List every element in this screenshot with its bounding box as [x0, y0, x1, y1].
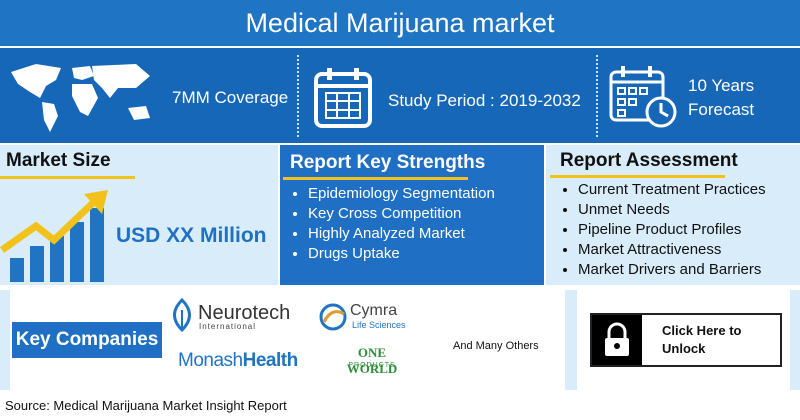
- calendar-icon: [314, 68, 372, 128]
- logo-sub: Health: [242, 350, 299, 371]
- divider: [596, 55, 598, 137]
- growth-icon: [0, 190, 108, 282]
- logo-sub: International: [199, 322, 257, 331]
- logo-name: Neurotech: [198, 302, 291, 324]
- divider: [297, 55, 299, 137]
- market-value: USD XX Million: [116, 224, 267, 247]
- underline: [283, 177, 468, 180]
- assessment-panel: [546, 145, 800, 285]
- highlight-label: Study Period : 2019-2032: [388, 91, 581, 110]
- panel-title: Report Assessment: [560, 150, 738, 171]
- companies-title: Key Companies: [15, 329, 159, 350]
- others: And Many Others: [453, 340, 539, 352]
- stripe: [0, 290, 10, 390]
- neurotech-logo-mark: [173, 298, 191, 332]
- highlight-label: 10 Years Forecast: [688, 76, 755, 119]
- monash-logo: MonashHealth: [178, 350, 298, 372]
- list-item: Highly Analyzed Market: [308, 224, 495, 244]
- cymra-logo-mark: [319, 303, 347, 331]
- list-item: Market Drivers and Barriers: [578, 260, 766, 280]
- title: Medical Marijuana market: [245, 7, 555, 38]
- list-item: Key Cross Competition: [308, 204, 495, 224]
- source: Source: Medical Marijuana Market Insight…: [5, 398, 287, 413]
- lock-box: [592, 315, 642, 365]
- logo-name: Monash: [178, 350, 243, 371]
- list-item: Epidemiology Segmentation: [308, 184, 495, 204]
- assessment-list: Current Treatment Practices Unmet Needs …: [558, 180, 766, 280]
- panel-title: Report Key Strengths: [290, 152, 486, 173]
- list-item: Unmet Needs: [578, 200, 766, 220]
- calendar-clock-icon: [609, 66, 677, 128]
- key-companies: Key Companies: [12, 322, 162, 358]
- title-bar: Medical Marijuana market: [0, 0, 800, 46]
- highlight-label: 7MM Coverage: [172, 88, 289, 107]
- logo-sub: Life Sciences: [352, 320, 406, 330]
- underline: [550, 175, 725, 178]
- market-size-panel: [0, 145, 278, 285]
- list-item: Pipeline Product Profiles: [578, 220, 766, 240]
- stripe: [565, 290, 577, 390]
- lock-icon: [605, 322, 629, 356]
- list-item: Market Attractiveness: [578, 240, 766, 260]
- unlock-label[interactable]: Click Here to Unlock: [662, 323, 742, 356]
- strengths-panel: [280, 145, 544, 285]
- logo-name: Cymra: [350, 302, 398, 319]
- unlock-button[interactable]: Click Here to Unlock: [590, 313, 782, 367]
- logo-sub: PRODUCTS: [348, 362, 396, 369]
- panel-title: Market Size: [6, 150, 111, 171]
- stripe: [790, 290, 800, 390]
- list-item: Drugs Uptake: [308, 244, 495, 264]
- highlights-band: [0, 48, 800, 143]
- world-map-icon: [11, 64, 150, 132]
- strengths-list: Epidemiology Segmentation Key Cross Comp…: [288, 184, 495, 264]
- logo-name: ONE WORLD: [346, 345, 398, 376]
- list-item: Current Treatment Practices: [578, 180, 766, 200]
- underline: [0, 176, 135, 179]
